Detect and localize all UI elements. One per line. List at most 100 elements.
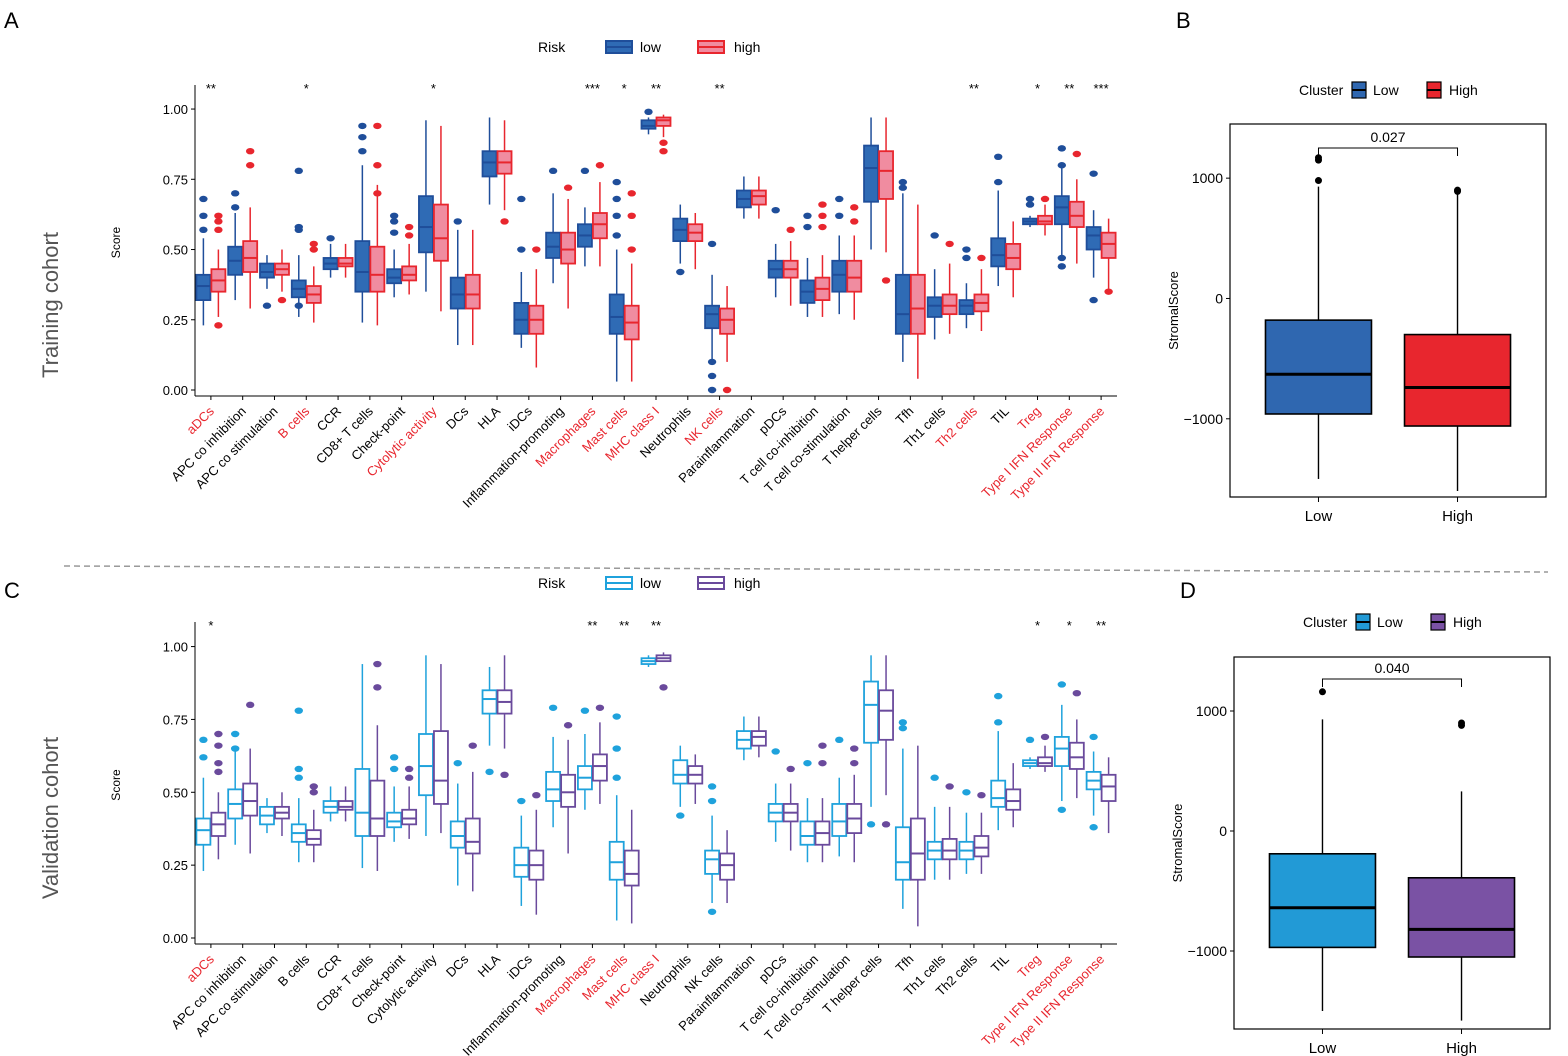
box-high bbox=[560, 773, 577, 808]
outlier-point bbox=[500, 218, 509, 225]
outlier-point bbox=[373, 122, 382, 130]
x-category-label: Low bbox=[1305, 508, 1333, 525]
x-category-label: Tfh bbox=[893, 404, 917, 428]
box-low bbox=[990, 237, 1007, 268]
outlier-point bbox=[835, 195, 844, 203]
outlier-point bbox=[453, 218, 462, 225]
box-high bbox=[1407, 876, 1516, 958]
outlier-point bbox=[404, 774, 414, 781]
legend-label-high: high bbox=[734, 39, 760, 55]
outlier-point bbox=[389, 754, 399, 761]
x-category-label: Low bbox=[1309, 1040, 1337, 1056]
outlier-point bbox=[245, 701, 255, 709]
outlier-point bbox=[722, 386, 732, 394]
x-category-label: High bbox=[1442, 508, 1473, 525]
significance-label: *** bbox=[585, 81, 600, 96]
box-high bbox=[719, 852, 735, 881]
outlier-point bbox=[707, 372, 717, 380]
legend-label-low: low bbox=[640, 575, 662, 591]
outlier-point bbox=[595, 162, 605, 169]
outlier-point bbox=[214, 212, 223, 220]
outlier-point bbox=[277, 296, 287, 304]
outlier-point bbox=[612, 774, 621, 781]
outlier-point bbox=[230, 204, 240, 211]
outlier-point bbox=[803, 223, 812, 231]
outlier-point bbox=[866, 821, 876, 828]
x-category-label: HLA bbox=[475, 951, 504, 980]
outlier-point bbox=[309, 240, 318, 248]
outlier-point bbox=[230, 745, 240, 752]
box-low bbox=[640, 119, 657, 130]
outlier-point bbox=[1025, 201, 1035, 208]
outlier-point bbox=[389, 212, 399, 220]
box-low bbox=[259, 262, 275, 279]
outlier-point bbox=[612, 232, 621, 239]
y-axis-title: Score bbox=[109, 227, 123, 259]
comparison-bracket bbox=[1317, 147, 1459, 156]
significance-label: ** bbox=[1064, 81, 1074, 96]
box-low bbox=[449, 276, 466, 310]
panel-d: StromalScore −1000 0 1000 Low High 0.040 Cluste… bbox=[1170, 613, 1551, 1056]
box-high bbox=[878, 150, 894, 200]
outlier-point bbox=[1057, 162, 1067, 169]
y-tick-label: 1000 bbox=[1192, 170, 1223, 186]
outlier-point bbox=[707, 797, 717, 805]
outlier-point bbox=[453, 759, 462, 767]
p-value-label: 0.027 bbox=[1370, 129, 1405, 145]
box-low bbox=[863, 144, 879, 203]
box-high bbox=[1068, 200, 1085, 228]
outlier-point bbox=[881, 277, 891, 284]
box-high bbox=[369, 245, 386, 293]
outlier-point bbox=[612, 713, 621, 720]
outlier-point bbox=[659, 684, 668, 691]
outlier-point bbox=[404, 765, 414, 773]
box-high bbox=[719, 307, 735, 335]
box-high bbox=[1100, 773, 1117, 802]
box-high bbox=[973, 835, 990, 858]
significance-label: ** bbox=[651, 618, 661, 633]
outlier-point bbox=[548, 167, 558, 175]
box-low bbox=[672, 759, 689, 785]
box-high bbox=[464, 273, 481, 310]
box-high bbox=[560, 231, 577, 265]
outlier-point bbox=[771, 206, 780, 214]
significance-label: ** bbox=[619, 618, 629, 633]
box-low bbox=[704, 304, 720, 330]
outlier-point bbox=[1089, 296, 1098, 304]
outlier-point bbox=[818, 212, 827, 220]
box-low bbox=[1053, 736, 1070, 767]
outlier-point bbox=[199, 736, 208, 744]
outlier-point bbox=[245, 147, 255, 155]
outlier-point bbox=[962, 254, 971, 262]
outlier-point bbox=[230, 190, 240, 197]
y-tick-label: 0 bbox=[1215, 290, 1223, 306]
box-high bbox=[1403, 333, 1512, 427]
box-high bbox=[1005, 243, 1022, 271]
outlier-point bbox=[1089, 733, 1098, 741]
significance-label: * bbox=[1035, 618, 1040, 633]
outlier-point bbox=[389, 218, 399, 225]
x-category-label: High bbox=[1446, 1040, 1477, 1056]
outlier-point bbox=[517, 195, 526, 203]
outlier-point bbox=[358, 122, 367, 130]
panel-letter-b: B bbox=[1176, 8, 1191, 33]
outlier-point bbox=[358, 133, 367, 141]
legend-label-high: high bbox=[734, 575, 760, 591]
box-low bbox=[195, 273, 212, 301]
box-high bbox=[1100, 231, 1117, 259]
box-low bbox=[513, 302, 530, 335]
outlier-point bbox=[835, 736, 844, 744]
outlier-point bbox=[850, 745, 859, 752]
box-high bbox=[401, 265, 418, 282]
x-category-label: TIL bbox=[988, 952, 1012, 976]
outlier-point bbox=[563, 722, 573, 729]
panel-letter-d: D bbox=[1180, 578, 1196, 603]
box-low bbox=[863, 680, 879, 744]
outlier-point bbox=[994, 719, 1003, 726]
outlier-point bbox=[676, 812, 685, 819]
outlier-point bbox=[389, 229, 399, 236]
y-tick-label: 1000 bbox=[1196, 703, 1227, 719]
section-divider bbox=[63, 565, 1549, 573]
significance-label: * bbox=[208, 618, 213, 633]
outlier-point bbox=[1040, 195, 1050, 203]
